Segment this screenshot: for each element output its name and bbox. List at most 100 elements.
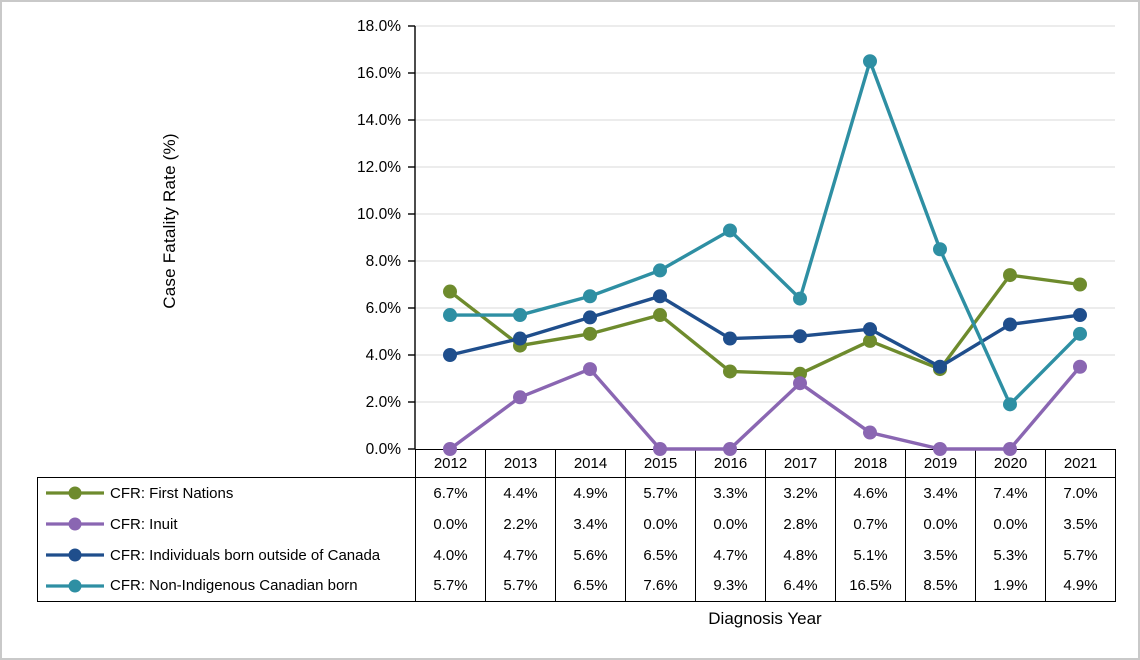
value-cell: 4.9% <box>1045 570 1116 602</box>
data-point <box>513 338 527 353</box>
legend-key-icon <box>46 517 104 531</box>
value-cell: 3.2% <box>765 477 836 509</box>
legend-label: CFR: Inuit <box>110 515 178 533</box>
data-point <box>443 348 457 362</box>
value-cell: 5.6% <box>555 539 626 571</box>
legend-cell: CFR: Non-Indigenous Canadian born <box>37 570 416 602</box>
legend-label: CFR: First Nations <box>110 484 234 502</box>
data-point <box>863 333 877 348</box>
y-tick-label: 6.0% <box>366 300 402 317</box>
y-tick-label: 16.0% <box>357 65 401 82</box>
data-point <box>1003 397 1017 412</box>
value-cell: 3.5% <box>1045 508 1116 540</box>
data-point <box>933 242 947 257</box>
legend-key-icon <box>46 548 104 562</box>
year-header: 2021 <box>1045 449 1116 478</box>
data-point <box>1073 326 1087 341</box>
data-point <box>653 263 667 278</box>
data-point <box>653 289 667 304</box>
legend-key-icon <box>46 579 104 593</box>
data-point <box>513 308 527 323</box>
data-point <box>513 331 527 346</box>
value-cell: 4.8% <box>765 539 836 571</box>
table-row: CFR: Inuit 0.0% 2.2% 3.4% 0.0% 0.0% 2.8% 0.7% 0.… <box>37 508 1116 540</box>
y-tick-label: 10.0% <box>357 206 401 223</box>
year-header: 2016 <box>695 449 766 478</box>
value-cell: 5.7% <box>625 477 696 509</box>
data-point <box>583 326 597 341</box>
data-point <box>443 308 457 323</box>
value-cell: 8.5% <box>905 570 976 602</box>
data-point <box>933 362 947 377</box>
data-point <box>793 366 807 381</box>
legend-label: CFR: Individuals born outside of Canada <box>110 546 381 564</box>
data-point <box>1073 277 1087 292</box>
value-cell: 3.4% <box>555 508 626 540</box>
series-line-1 <box>448 365 1082 451</box>
value-cell: 4.6% <box>835 477 906 509</box>
year-header: 2017 <box>765 449 836 478</box>
year-header: 2020 <box>975 449 1046 478</box>
value-cell: 6.7% <box>415 477 486 509</box>
value-cell: 4.4% <box>485 477 556 509</box>
value-cell: 5.7% <box>415 570 486 602</box>
value-cell: 0.0% <box>975 508 1046 540</box>
year-header: 2014 <box>555 449 626 478</box>
data-point <box>1073 308 1087 323</box>
y-tick-label: 4.0% <box>366 347 402 364</box>
legend-cell: CFR: First Nations <box>37 477 416 509</box>
value-cell: 5.7% <box>1045 539 1116 571</box>
data-point <box>1073 359 1087 374</box>
table-row: CFR: First Nations 6.7% 4.4% 4.9% 5.7% 3.3% 3.… <box>37 477 1116 509</box>
value-cell: 16.5% <box>835 570 906 602</box>
value-cell: 4.7% <box>485 539 556 571</box>
value-cell: 6.5% <box>625 539 696 571</box>
y-tick-label: 18.0% <box>357 18 401 35</box>
value-cell: 0.7% <box>835 508 906 540</box>
y-tick-label: 8.0% <box>366 253 402 270</box>
value-cell: 3.4% <box>905 477 976 509</box>
data-point <box>583 289 597 304</box>
legend-key-icon <box>46 486 104 500</box>
value-cell: 3.5% <box>905 539 976 571</box>
series-line-0 <box>448 273 1082 376</box>
table-row: CFR: Non-Indigenous Canadian born 5.7% 5.7… <box>37 570 1116 602</box>
data-point <box>863 425 877 440</box>
data-point <box>723 331 737 346</box>
x-axis-title: Diagnosis Year <box>708 609 822 628</box>
value-cell: 2.2% <box>485 508 556 540</box>
y-tick-label: 12.0% <box>357 159 401 176</box>
table-row: CFR: Individuals born outside of Canada 4… <box>37 539 1116 571</box>
value-cell: 6.4% <box>765 570 836 602</box>
value-cell: 9.3% <box>695 570 766 602</box>
data-point <box>863 322 877 337</box>
data-point <box>583 310 597 325</box>
year-header: 2013 <box>485 449 556 478</box>
year-header: 2018 <box>835 449 906 478</box>
data-point <box>653 308 667 323</box>
value-cell: 1.9% <box>975 570 1046 602</box>
data-point <box>863 54 877 69</box>
value-cell: 5.3% <box>975 539 1046 571</box>
value-cell: 4.0% <box>415 539 486 571</box>
value-cell: 7.4% <box>975 477 1046 509</box>
y-tick-label: 2.0% <box>366 394 402 411</box>
year-header: 2019 <box>905 449 976 478</box>
year-header: 2012 <box>415 449 486 478</box>
y-axis-title: Case Fatality Rate (%) <box>160 133 179 309</box>
data-point <box>443 284 457 299</box>
value-cell: 5.7% <box>485 570 556 602</box>
value-cell: 3.3% <box>695 477 766 509</box>
value-cell: 7.6% <box>625 570 696 602</box>
value-cell: 0.0% <box>695 508 766 540</box>
y-tick-label: 14.0% <box>357 112 401 129</box>
legend-cell: CFR: Individuals born outside of Canada <box>37 539 416 571</box>
data-point <box>583 362 597 377</box>
year-header: 2015 <box>625 449 696 478</box>
data-point <box>933 359 947 374</box>
value-cell: 0.0% <box>905 508 976 540</box>
data-point <box>793 329 807 344</box>
data-point <box>513 390 527 405</box>
year-header-row: 2012 2013 2014 2015 2016 2017 2018 2019 2020 2021 <box>38 449 1116 478</box>
legend-label: CFR: Non-Indigenous Canadian born <box>110 577 358 595</box>
